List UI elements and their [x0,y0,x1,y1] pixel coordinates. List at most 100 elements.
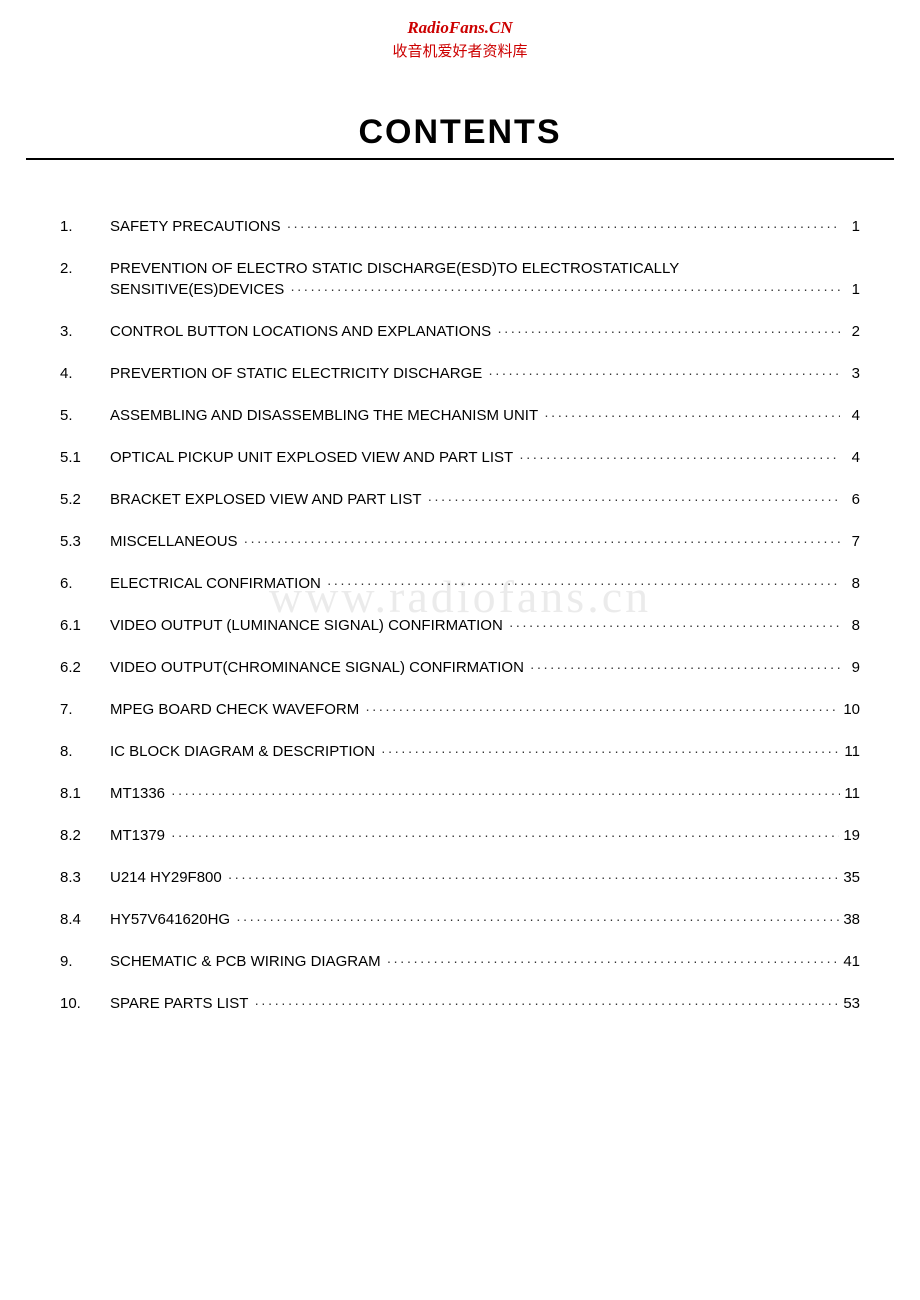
toc-row: 8.3U214 HY29F800························… [60,869,860,886]
toc-dots: ········································… [290,281,840,297]
toc-page: 9 [840,659,860,676]
toc-dots: ········································… [488,365,840,381]
toc-page: 3 [840,365,860,382]
toc-dots: ········································… [171,785,840,801]
header-brand: RadioFans.CN [0,18,920,38]
toc-dots: ········································… [530,659,840,675]
toc-label: SENSITIVE(ES)DEVICES [110,281,290,298]
toc-page: 19 [839,827,860,844]
toc-dots: ········································… [519,449,840,465]
toc-label: ELECTRICAL CONFIRMATION [110,575,327,592]
toc-label: CONTROL BUTTON LOCATIONS AND EXPLANATION… [110,323,497,340]
toc-page: 11 [840,743,860,760]
toc-dots: ········································… [171,827,839,843]
toc-number: 5. [60,407,110,424]
toc-row: 5.ASSEMBLING AND DISASSEMBLING THE MECHA… [60,407,860,424]
toc-row: 9.SCHEMATIC & PCB WIRING DIAGRAM········… [60,953,860,970]
toc-dots: ········································… [287,218,840,234]
toc-number: 6.2 [60,659,110,676]
toc-row: 8.2MT1379·······························… [60,827,860,844]
toc-dots: ········································… [387,953,840,969]
toc-number: 8.3 [60,869,110,886]
toc-label: HY57V641620HG [110,911,236,928]
toc-row: 10.SPARE PARTS LIST·····················… [60,995,860,1012]
toc-label: MT1379 [110,827,171,844]
toc-number: 5.3 [60,533,110,550]
toc-number: 10. [60,995,110,1012]
toc-dots: ········································… [327,575,840,591]
toc-row: 2.PREVENTION OF ELECTRO STATIC DISCHARGE… [60,260,860,277]
toc-number: 1. [60,218,110,235]
toc-label: OPTICAL PICKUP UNIT EXPLOSED VIEW AND PA… [110,449,519,466]
page-title: CONTENTS [0,113,920,152]
toc-row: 8.4HY57V641620HG························… [60,911,860,928]
toc-number: 7. [60,701,110,718]
toc-number: 8.2 [60,827,110,844]
toc-label: PREVENTION OF ELECTRO STATIC DISCHARGE(E… [110,260,685,277]
toc-number: 8. [60,743,110,760]
toc-label: BRACKET EXPLOSED VIEW AND PART LIST [110,491,427,508]
toc-row: 3.CONTROL BUTTON LOCATIONS AND EXPLANATI… [60,323,860,340]
toc-row: 1.SAFETY PRECAUTIONS····················… [60,218,860,235]
toc-page: 1 [840,218,860,235]
toc-page: 10 [839,701,860,718]
toc-label: MPEG BOARD CHECK WAVEFORM [110,701,365,718]
header-subtitle: 收音机爱好者资料库 [0,40,920,61]
toc-page: 11 [840,785,860,802]
toc-page: 7 [840,533,860,550]
toc-row-continuation: SENSITIVE(ES)DEVICES····················… [60,281,860,298]
toc-dots: ········································… [228,869,840,885]
toc-dots: ········································… [381,743,840,759]
toc-row: 8.IC BLOCK DIAGRAM & DESCRIPTION········… [60,743,860,760]
toc-number: 8.4 [60,911,110,928]
toc-container: 1.SAFETY PRECAUTIONS····················… [60,218,860,1012]
toc-number: 3. [60,323,110,340]
toc-page: 35 [839,869,860,886]
toc-page: 8 [840,617,860,634]
toc-number: 8.1 [60,785,110,802]
toc-row: 4.PREVERTION OF STATIC ELECTRICITY DISCH… [60,365,860,382]
toc-label: ASSEMBLING AND DISASSEMBLING THE MECHANI… [110,407,544,424]
toc-number: 5.1 [60,449,110,466]
toc-row: 5.2BRACKET EXPLOSED VIEW AND PART LIST··… [60,491,860,508]
toc-dots: ········································… [497,323,840,339]
toc-row: 5.1OPTICAL PICKUP UNIT EXPLOSED VIEW AND… [60,449,860,466]
toc-number: 2. [60,260,110,277]
toc-label: MT1336 [110,785,171,802]
toc-label: SAFETY PRECAUTIONS [110,218,287,235]
toc-page: 53 [839,995,860,1012]
toc-label: IC BLOCK DIAGRAM & DESCRIPTION [110,743,381,760]
toc-page: 4 [840,449,860,466]
toc-number: 6.1 [60,617,110,634]
toc-number: 9. [60,953,110,970]
toc-dots: ········································… [544,407,840,423]
toc-page: 1 [840,281,860,298]
toc-number: 4. [60,365,110,382]
toc-row: 6.1VIDEO OUTPUT (LUMINANCE SIGNAL) CONFI… [60,617,860,634]
toc-label: PREVERTION OF STATIC ELECTRICITY DISCHAR… [110,365,488,382]
toc-number: 5.2 [60,491,110,508]
toc-label: VIDEO OUTPUT(CHROMINANCE SIGNAL) CONFIRM… [110,659,530,676]
toc-page: 41 [839,953,860,970]
toc-row: 5.3MISCELLANEOUS························… [60,533,860,550]
toc-page: 2 [840,323,860,340]
toc-label: VIDEO OUTPUT (LUMINANCE SIGNAL) CONFIRMA… [110,617,509,634]
toc-number: 6. [60,575,110,592]
toc-page: 6 [840,491,860,508]
toc-label: SPARE PARTS LIST [110,995,254,1012]
toc-dots: ········································… [509,617,840,633]
toc-row: 6.2VIDEO OUTPUT(CHROMINANCE SIGNAL) CONF… [60,659,860,676]
title-underline [26,158,894,160]
toc-page: 8 [840,575,860,592]
toc-label: U214 HY29F800 [110,869,228,886]
toc-dots: ········································… [254,995,839,1011]
toc-page: 4 [840,407,860,424]
toc-dots: ········································… [365,701,839,717]
toc-label: SCHEMATIC & PCB WIRING DIAGRAM [110,953,387,970]
toc-label: MISCELLANEOUS [110,533,244,550]
toc-page: 38 [839,911,860,928]
toc-row: 8.1MT1336·······························… [60,785,860,802]
toc-dots: ········································… [244,533,840,549]
toc-dots: ········································… [427,491,840,507]
toc-dots: ········································… [236,911,839,927]
